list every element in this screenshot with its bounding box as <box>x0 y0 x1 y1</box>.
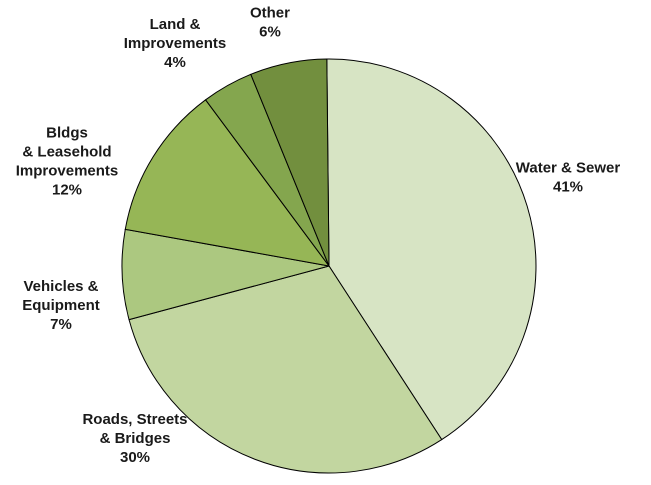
slice-label-line: Land & <box>150 16 201 33</box>
pie-slices <box>121 58 537 474</box>
pie-slice-1 <box>128 265 443 474</box>
slice-label-line: Water & Sewer <box>516 160 621 177</box>
slice-label-line: Bldgs <box>46 125 88 142</box>
slice-label-line: Other <box>250 5 290 22</box>
slice-percent-5: 6% <box>259 24 281 41</box>
slice-percent-0: 41% <box>553 179 583 196</box>
slice-label-2: Vehicles & Equipment 7% <box>22 278 100 333</box>
pie-labels: Water & Sewer 41% Roads, Streets & Bridges 3… <box>16 5 621 467</box>
slice-label-3: Bldgs & Leasehold Improvements 12% <box>16 125 119 199</box>
slice-label-line: Improvements <box>16 163 119 180</box>
slice-label-line: & Bridges <box>100 430 171 447</box>
pie-slice-5 <box>250 58 330 267</box>
slice-percent-2: 7% <box>50 316 72 333</box>
slice-label-5: Other 6% <box>250 5 290 41</box>
slice-label-line: Roads, Streets <box>82 411 187 428</box>
slice-label-1: Roads, Streets & Bridges 30% <box>82 411 187 466</box>
slice-percent-4: 4% <box>164 54 186 71</box>
slice-percent-1: 30% <box>120 449 150 466</box>
slice-label-line: Equipment <box>22 297 100 314</box>
slice-label-line: Improvements <box>124 35 227 52</box>
pie-slice-0 <box>326 58 537 441</box>
slice-percent-3: 12% <box>52 182 82 199</box>
slice-label-line: & Leasehold <box>22 144 111 161</box>
pie-slice-3 <box>124 99 331 267</box>
slice-label-4: Land & Improvements 4% <box>124 16 227 71</box>
slice-label-0: Water & Sewer 41% <box>516 160 621 196</box>
slice-label-line: Vehicles & <box>23 278 98 295</box>
